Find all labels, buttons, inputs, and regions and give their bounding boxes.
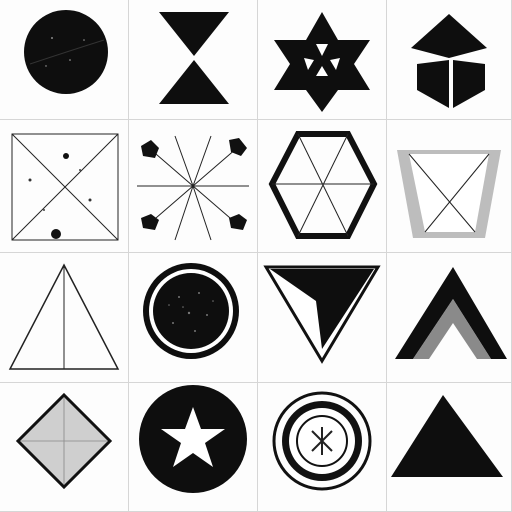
tile-hexagon [258,120,387,253]
triangle-solid-icon [391,395,503,477]
star-circle-icon [139,385,247,493]
dark-circle-icon [24,10,108,94]
chevron-icon [263,265,381,364]
tile-hexagram [258,0,387,120]
hexagon-icon [268,131,378,239]
tile-solid-triangle [387,383,512,512]
x-square-icon [11,133,119,241]
tile-outline-triangle [0,253,129,383]
tile-radiating-lines [129,120,258,253]
inverted-trapezoid-icon [397,150,501,238]
hexagram-icon [274,12,370,112]
arrow-cross-icon [411,14,487,108]
ring-badge-icon [272,391,372,491]
layered-chevron-icon [395,267,507,359]
tile-diamond [0,383,129,512]
radiating-lines-icon [137,135,249,241]
speckled-circle-icon [143,263,239,359]
diamond-icon [15,392,113,490]
tile-chevron [258,253,387,383]
tile-hourglass [129,0,258,120]
hourglass-icon [159,12,229,104]
tile-speckled-circle [129,253,258,383]
tile-star-circle [129,383,258,512]
tile-layered-chevron [387,253,512,383]
tile-dark-circle [0,0,129,120]
tile-arrow-cross [387,0,512,120]
tile-ring-badge [258,383,387,512]
tile-x-square [0,120,129,253]
triangle-outline-icon [8,263,120,370]
tile-inverted-trapezoid [387,120,512,253]
